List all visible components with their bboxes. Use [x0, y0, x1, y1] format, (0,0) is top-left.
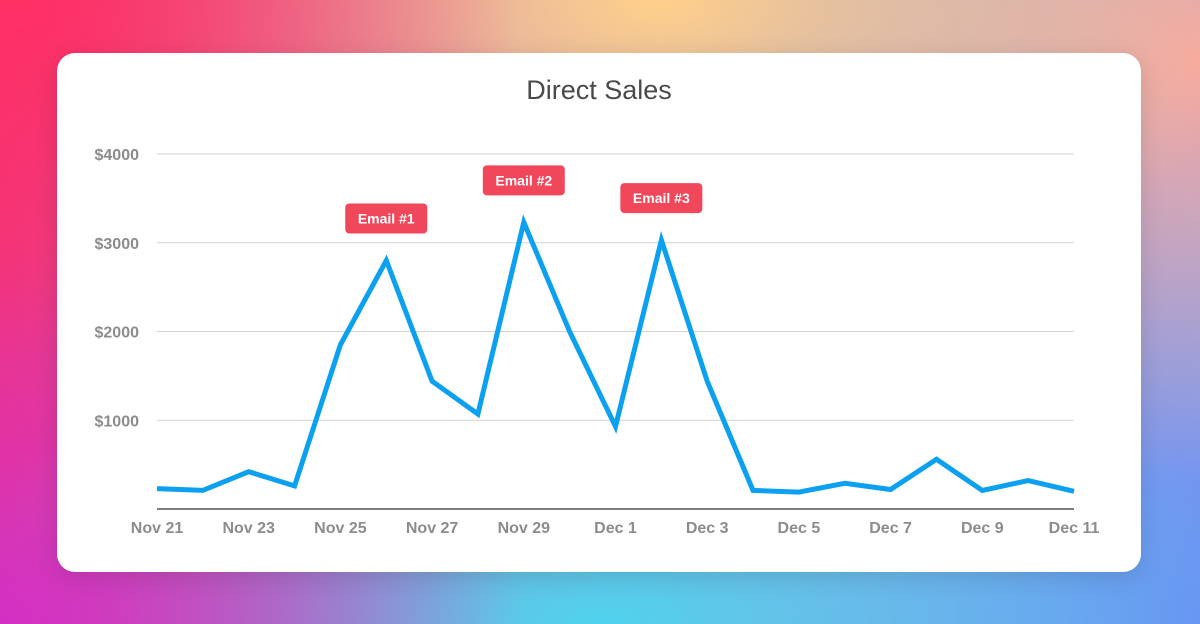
x-tick-label: Nov 25 [314, 520, 367, 537]
line-chart: $1000 $2000 $3000 $4000 Nov 21 Nov 23 Nov 25 No… [95, 147, 1100, 537]
x-tick-label: Dec 1 [594, 520, 637, 537]
annotation-badge [482, 165, 565, 196]
x-tick-label: Dec 5 [778, 520, 821, 537]
x-tick-label: Nov 23 [222, 520, 275, 537]
y-tick-label: $4000 [95, 147, 140, 164]
x-tick-label: Dec 9 [961, 520, 1004, 537]
x-tick-label: Dec 3 [686, 520, 729, 537]
y-tick-label: $1000 [95, 413, 140, 430]
x-tick-label: Dec 7 [869, 520, 912, 537]
annotation-badge [345, 203, 428, 234]
x-tick-label: Nov 21 [131, 520, 184, 537]
annotation-badge [620, 183, 703, 214]
annotation-label: Email #1 [358, 211, 415, 227]
y-tick-label: $3000 [95, 236, 140, 253]
y-tick-label: $2000 [95, 325, 140, 342]
x-tick-label: Nov 27 [406, 520, 459, 537]
annotation-label: Email #3 [633, 190, 690, 206]
chart-card: Direct Sales $1000 $2000 $3000 $4000 Nov 21 N… [57, 53, 1141, 572]
chart-title: Direct Sales [526, 75, 672, 105]
series-line [156, 214, 1075, 495]
x-tick-label: Nov 29 [498, 520, 551, 537]
annotation-label: Email #2 [495, 172, 552, 188]
x-tick-label: Dec 11 [1049, 520, 1100, 537]
